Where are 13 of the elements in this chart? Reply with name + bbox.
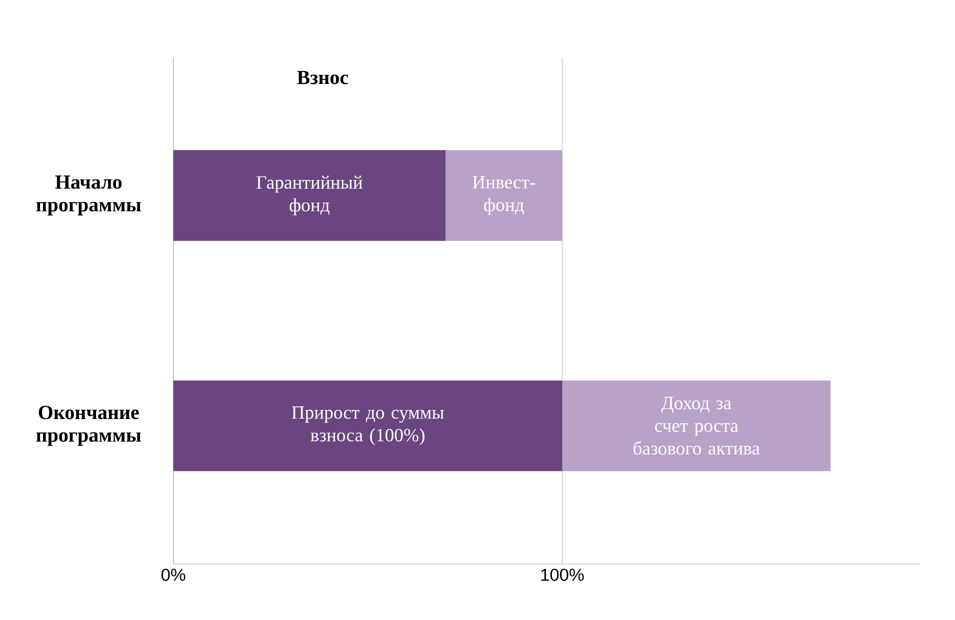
data-label: Инвест-фонд — [472, 176, 536, 215]
bar — [446, 150, 562, 241]
data-label: Прирост до суммы взноса (100%) — [292, 406, 444, 446]
bar — [562, 380, 831, 472]
data-label: Доход за счет роста базового актива — [634, 396, 760, 455]
data-label: Гарантийный фонд — [256, 176, 362, 216]
bar — [173, 380, 562, 472]
y-tick-label: Начало программы — [36, 176, 141, 216]
text: Взнос — [297, 70, 348, 84]
bar — [173, 150, 446, 241]
x-tick-label: 100% — [541, 568, 584, 581]
y-tick-label: Окончание программы — [36, 406, 141, 446]
x-tick-label: 0% — [161, 568, 186, 581]
